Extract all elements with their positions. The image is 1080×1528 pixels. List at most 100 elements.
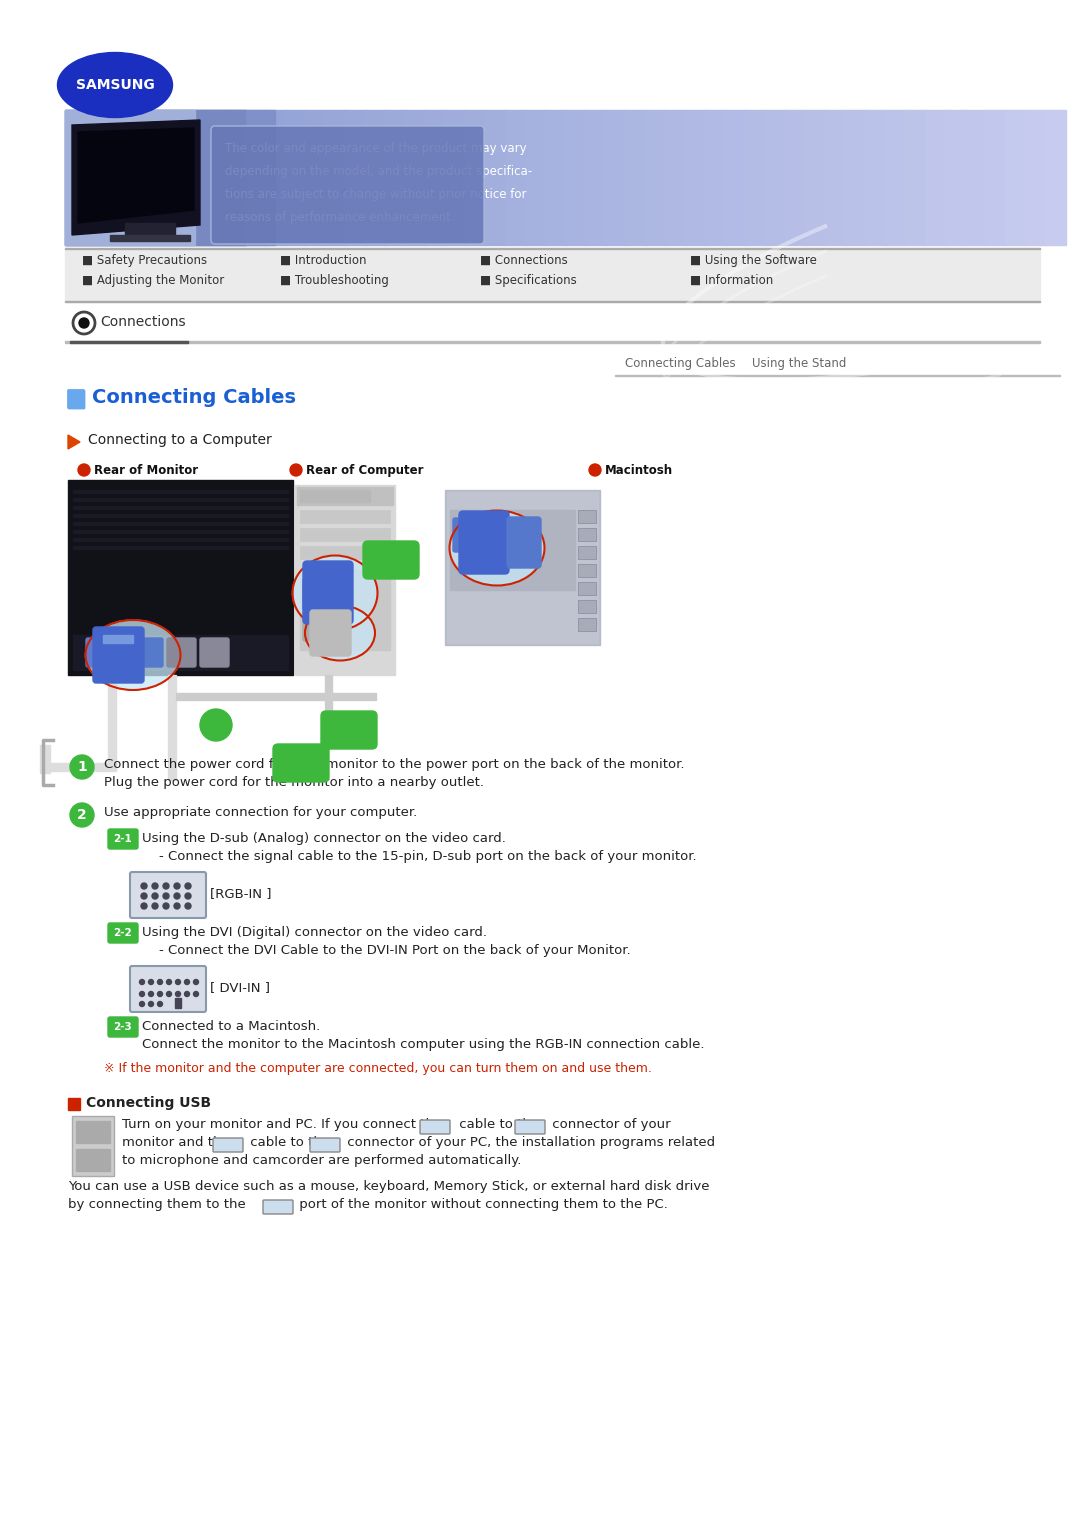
FancyBboxPatch shape <box>108 923 138 943</box>
Circle shape <box>78 465 90 477</box>
Circle shape <box>70 755 94 779</box>
Circle shape <box>185 992 189 996</box>
Text: A: A <box>431 1125 438 1135</box>
Bar <box>300 490 370 503</box>
Bar <box>297 487 393 504</box>
Bar <box>525 110 546 244</box>
Bar <box>76 1122 110 1143</box>
Bar <box>73 523 288 526</box>
Polygon shape <box>72 121 200 235</box>
Bar <box>585 110 606 244</box>
FancyBboxPatch shape <box>108 830 138 850</box>
Circle shape <box>141 883 147 889</box>
Bar <box>73 506 288 509</box>
Bar <box>65 110 86 244</box>
Text: Using the Stand: Using the Stand <box>752 358 847 370</box>
FancyBboxPatch shape <box>93 626 144 683</box>
Bar <box>176 694 376 700</box>
Bar <box>325 110 346 244</box>
FancyBboxPatch shape <box>108 1018 138 1038</box>
Text: Macintosh: Macintosh <box>605 465 673 477</box>
Circle shape <box>141 903 147 909</box>
Circle shape <box>163 883 168 889</box>
FancyBboxPatch shape <box>515 1120 545 1134</box>
Bar <box>65 110 275 244</box>
Circle shape <box>163 903 168 909</box>
FancyBboxPatch shape <box>130 872 206 918</box>
Bar <box>578 564 596 578</box>
Text: cable to the: cable to the <box>246 1135 335 1149</box>
Text: Connecting USB: Connecting USB <box>86 1096 211 1109</box>
Bar <box>865 110 886 244</box>
Bar <box>73 530 288 533</box>
Bar <box>48 762 116 772</box>
Bar <box>295 484 395 675</box>
Text: You can use a USB device such as a mouse, keyboard, Memory Stick, or external ha: You can use a USB device such as a mouse… <box>68 1180 710 1193</box>
FancyBboxPatch shape <box>303 578 342 610</box>
Text: 2-1: 2-1 <box>287 756 312 770</box>
Circle shape <box>152 892 158 898</box>
FancyBboxPatch shape <box>68 390 84 408</box>
Text: Connect the power cord for your monitor to the power port on the back of the mon: Connect the power cord for your monitor … <box>104 758 685 772</box>
Text: reasons of performance enhancement.: reasons of performance enhancement. <box>225 211 455 225</box>
Bar <box>485 110 507 244</box>
Text: 2-3: 2-3 <box>113 1022 133 1031</box>
Bar <box>578 510 596 523</box>
Bar <box>845 110 866 244</box>
Bar <box>73 513 288 516</box>
Text: Turn on your monitor and PC. If you connect the: Turn on your monitor and PC. If you conn… <box>122 1118 446 1131</box>
Text: by connecting them to the: by connecting them to the <box>68 1198 249 1212</box>
Circle shape <box>185 979 189 984</box>
Bar <box>625 110 646 244</box>
Bar <box>300 570 390 649</box>
Circle shape <box>139 992 145 996</box>
FancyBboxPatch shape <box>273 744 329 782</box>
Bar <box>105 110 126 244</box>
FancyBboxPatch shape <box>129 639 163 668</box>
FancyBboxPatch shape <box>130 966 206 1012</box>
Bar <box>175 998 181 1008</box>
Bar <box>578 529 596 541</box>
Circle shape <box>152 883 158 889</box>
Bar <box>225 110 246 244</box>
Bar <box>445 490 600 645</box>
FancyBboxPatch shape <box>321 711 377 749</box>
Bar <box>384 110 406 244</box>
Text: 1: 1 <box>77 759 86 775</box>
FancyBboxPatch shape <box>459 510 509 575</box>
Text: port of the monitor without connecting them to the PC.: port of the monitor without connecting t… <box>295 1198 667 1212</box>
Bar <box>73 545 288 549</box>
Bar <box>765 110 786 244</box>
Circle shape <box>166 992 172 996</box>
Bar <box>125 110 146 244</box>
Text: Use appropriate connection for your computer.: Use appropriate connection for your comp… <box>104 805 417 819</box>
Bar <box>103 636 133 643</box>
Text: 2-2: 2-2 <box>113 927 133 938</box>
Bar <box>985 110 1005 244</box>
Bar <box>73 498 288 501</box>
Text: Plug the power cord for the monitor into a nearby outlet.: Plug the power cord for the monitor into… <box>104 776 484 788</box>
Bar <box>605 110 626 244</box>
Text: Connecting Cables: Connecting Cables <box>92 388 296 406</box>
Text: ■ Adjusting the Monitor: ■ Adjusting the Monitor <box>82 274 225 287</box>
Bar <box>725 110 746 244</box>
Bar <box>68 390 84 408</box>
Text: [ DVI-IN ]: [ DVI-IN ] <box>210 981 270 995</box>
Text: A: A <box>526 1125 534 1135</box>
Bar <box>76 1149 110 1170</box>
Bar <box>805 110 826 244</box>
Text: Rear of Computer: Rear of Computer <box>306 465 423 477</box>
Bar <box>65 110 195 244</box>
Bar <box>68 1099 80 1109</box>
Circle shape <box>141 892 147 898</box>
Circle shape <box>149 979 153 984</box>
Text: ■ Connections: ■ Connections <box>480 254 568 267</box>
Bar <box>705 110 726 244</box>
Text: depending on the model, and the product specifica-: depending on the model, and the product … <box>225 165 532 177</box>
Text: connector of your PC, the installation programs related: connector of your PC, the installation p… <box>343 1135 715 1149</box>
FancyBboxPatch shape <box>167 639 195 668</box>
Bar <box>40 746 50 773</box>
Bar <box>300 545 390 559</box>
Text: The color and appearance of the product may vary: The color and appearance of the product … <box>225 142 527 154</box>
Bar <box>73 538 288 541</box>
